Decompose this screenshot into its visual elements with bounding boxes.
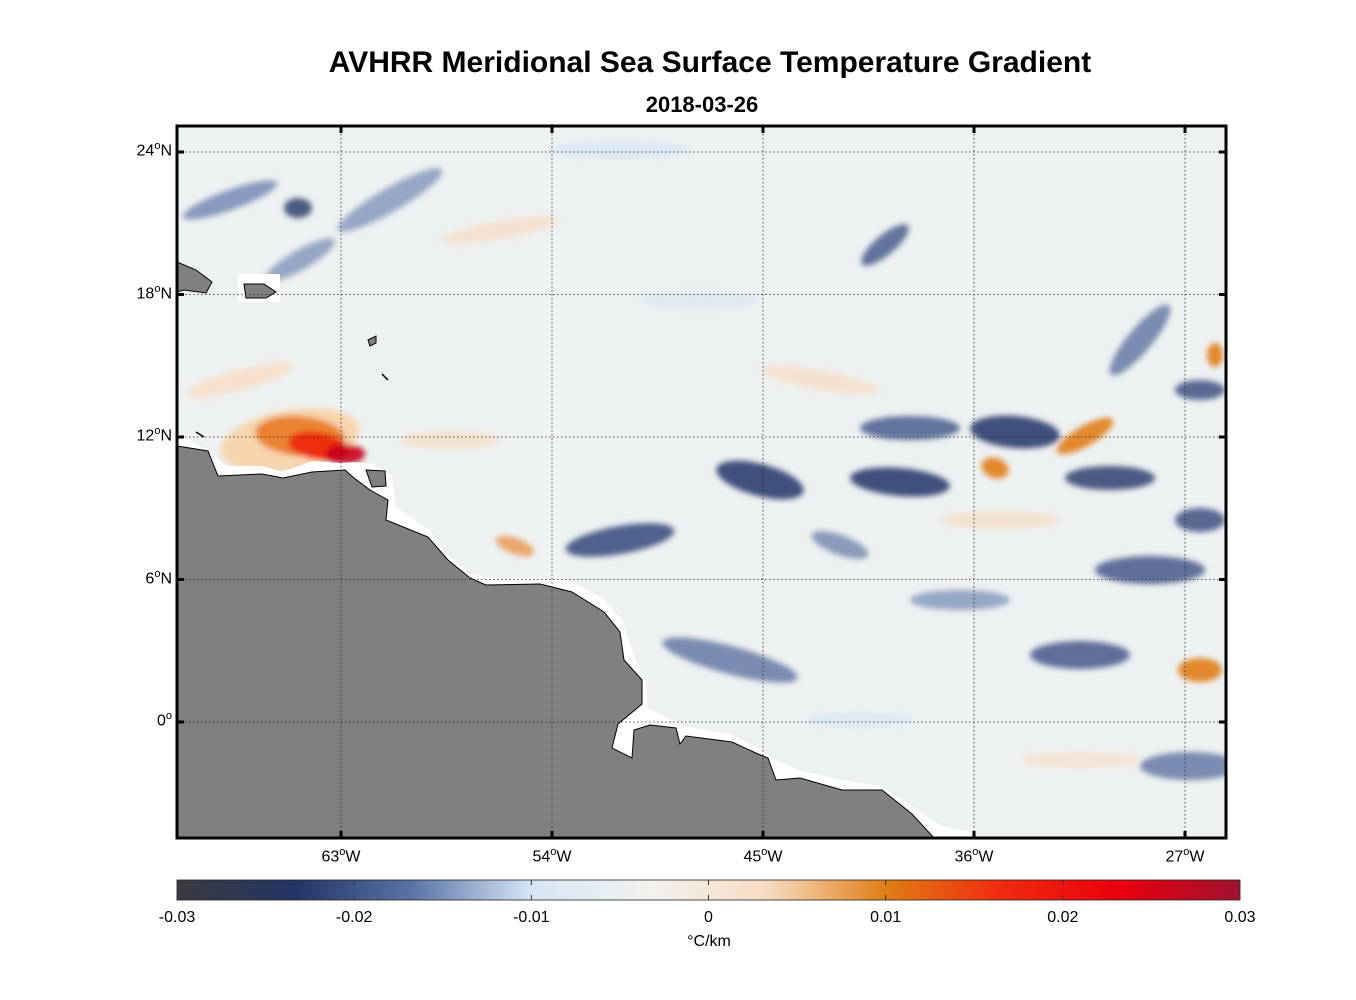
map-date: 2018-03-26 — [645, 92, 759, 117]
gradient-anomaly — [716, 460, 804, 500]
gradient-anomaly — [1178, 658, 1222, 682]
gradient-anomaly — [400, 431, 500, 449]
gradient-anomaly — [1140, 752, 1226, 780]
lat-label: 6oN — [145, 567, 172, 587]
gradient-anomaly — [1056, 417, 1114, 455]
lon-label: 63oW — [321, 846, 361, 866]
lat-label: 0o — [156, 710, 172, 730]
map-frame — [175, 124, 1228, 840]
gradient-anomaly — [265, 238, 335, 282]
colorbar-units: °C/km — [687, 933, 731, 950]
lon-label: 27oW — [1165, 846, 1205, 866]
gradient-anomaly — [760, 365, 880, 395]
gradient-anomaly — [860, 416, 960, 440]
gradient-anomaly — [811, 531, 869, 559]
puerto-rico-land — [177, 261, 213, 294]
colorbar-ticks — [176, 880, 1241, 900]
gradient-anomaly — [186, 362, 294, 398]
colorbar-tick-label: 0 — [704, 909, 713, 926]
colorbar-tick-label: 0.01 — [870, 909, 902, 926]
south-america-land — [177, 445, 935, 838]
gradient-anomaly — [565, 523, 675, 557]
gradient-anomaly — [550, 141, 690, 159]
colorbar-tick-label: -0.01 — [513, 909, 550, 926]
lat-label: 12oN — [136, 425, 172, 445]
gradient-anomaly — [910, 590, 1010, 610]
colorbar-tick-label: 0.03 — [1224, 909, 1256, 926]
map-title: AVHRR Meridional Sea Surface Temperature… — [328, 46, 1092, 79]
gradient-anomaly — [182, 180, 278, 220]
tobago-land — [195, 431, 205, 438]
gradient-anomaly — [1175, 508, 1225, 532]
gradient-anomaly — [805, 712, 915, 728]
gradient-anomaly — [981, 457, 1009, 479]
gradient-anomaly — [1175, 380, 1225, 400]
map-plot-area — [177, 126, 1226, 838]
gradient-anomaly — [940, 511, 1060, 529]
colorbar-tick-label: -0.03 — [158, 909, 196, 926]
gradient-anomaly — [496, 535, 534, 557]
gradient-anomaly — [1030, 641, 1130, 669]
gradient-anomaly — [440, 216, 560, 244]
gradient-anomaly — [337, 168, 443, 232]
gradient-anomaly — [1020, 752, 1140, 768]
gradient-anomaly — [1109, 304, 1171, 376]
gradient-anomaly — [325, 444, 365, 464]
small-island-land — [381, 373, 389, 381]
gradient-anomaly — [662, 637, 798, 683]
sst-gradient-field — [182, 141, 1226, 780]
lat-label: 24oN — [136, 140, 172, 160]
colorbar-tick-label: 0.02 — [1047, 909, 1079, 926]
gradient-anomaly — [850, 467, 950, 497]
axis-ticks — [177, 126, 1226, 838]
gradient-anomaly — [1095, 556, 1205, 584]
lon-label: 36oW — [954, 846, 994, 866]
gradient-anomaly — [970, 415, 1060, 449]
virgin-islands-land — [243, 283, 277, 299]
colorbar-tick-label: -0.02 — [335, 909, 373, 926]
lat-label: 18oN — [136, 282, 172, 302]
leeward-island-land — [367, 335, 377, 347]
lon-label: 45oW — [743, 846, 783, 866]
gradient-anomaly — [640, 291, 760, 309]
gradient-anomaly — [1207, 343, 1223, 367]
graticule — [177, 126, 1226, 838]
gradient-anomaly — [284, 198, 312, 218]
gradient-anomaly — [1065, 466, 1155, 490]
gradient-anomaly — [861, 224, 909, 266]
trinidad-land — [365, 469, 387, 488]
lon-label: 54oW — [532, 846, 572, 866]
